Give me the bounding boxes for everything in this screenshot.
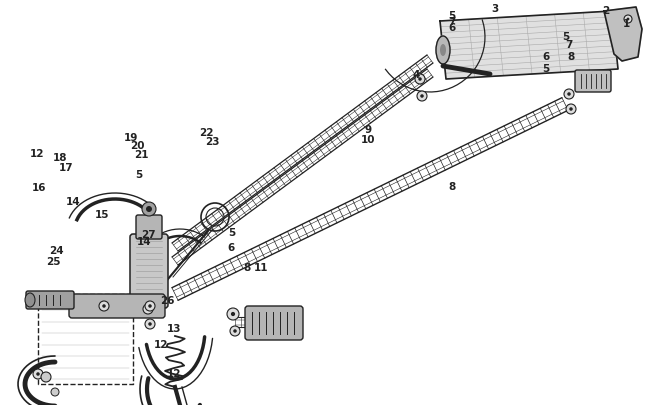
Circle shape <box>627 19 629 21</box>
Circle shape <box>143 304 153 314</box>
Text: 5: 5 <box>227 228 235 238</box>
FancyBboxPatch shape <box>245 306 303 340</box>
Text: 5: 5 <box>562 32 569 41</box>
Text: 5: 5 <box>448 11 456 21</box>
Ellipse shape <box>25 293 35 307</box>
Circle shape <box>102 305 106 308</box>
Circle shape <box>148 322 151 326</box>
Ellipse shape <box>436 37 450 65</box>
Circle shape <box>569 108 573 111</box>
Circle shape <box>564 90 574 100</box>
Text: 6: 6 <box>227 242 235 252</box>
Text: 17: 17 <box>59 163 73 173</box>
Text: 26: 26 <box>161 296 175 305</box>
Text: 11: 11 <box>254 262 268 272</box>
Circle shape <box>33 369 43 379</box>
Circle shape <box>415 75 425 85</box>
Circle shape <box>142 202 156 216</box>
Circle shape <box>418 78 422 81</box>
FancyBboxPatch shape <box>130 234 168 308</box>
Text: 20: 20 <box>131 141 145 151</box>
Text: 18: 18 <box>53 153 67 163</box>
Text: 12: 12 <box>30 149 44 159</box>
Text: 16: 16 <box>32 182 46 192</box>
Circle shape <box>148 305 151 308</box>
Circle shape <box>230 326 240 336</box>
Text: 24: 24 <box>49 245 64 255</box>
Circle shape <box>146 307 150 311</box>
Circle shape <box>145 319 155 329</box>
Text: 22: 22 <box>199 128 213 138</box>
Circle shape <box>231 312 235 316</box>
Text: 12: 12 <box>154 339 168 349</box>
Polygon shape <box>604 8 642 62</box>
Text: 5: 5 <box>135 169 142 179</box>
Text: 21: 21 <box>134 150 148 160</box>
FancyBboxPatch shape <box>575 71 611 93</box>
Text: 6: 6 <box>448 23 456 33</box>
Circle shape <box>41 372 51 382</box>
Circle shape <box>99 301 109 311</box>
Text: 8: 8 <box>567 52 575 62</box>
Text: 19: 19 <box>124 133 138 143</box>
Circle shape <box>227 308 239 320</box>
Text: 7: 7 <box>565 40 573 50</box>
FancyBboxPatch shape <box>26 291 74 309</box>
Circle shape <box>421 95 424 98</box>
Text: 9: 9 <box>365 125 372 134</box>
Text: 27: 27 <box>141 230 155 240</box>
Text: 25: 25 <box>46 256 60 266</box>
Text: 15: 15 <box>95 210 109 220</box>
Text: 3: 3 <box>491 4 499 14</box>
Text: 5: 5 <box>542 64 550 74</box>
Text: 2: 2 <box>602 6 610 16</box>
Circle shape <box>566 105 576 115</box>
Text: 7: 7 <box>448 17 456 27</box>
Circle shape <box>624 16 632 24</box>
Circle shape <box>145 301 155 311</box>
Text: 4: 4 <box>412 70 420 80</box>
Text: 12: 12 <box>167 368 181 377</box>
Text: 13: 13 <box>167 323 181 333</box>
Text: 10: 10 <box>361 135 376 145</box>
Circle shape <box>146 207 152 213</box>
Circle shape <box>51 388 59 396</box>
Text: 8: 8 <box>448 181 456 191</box>
Polygon shape <box>440 12 618 80</box>
Text: 1: 1 <box>622 19 630 29</box>
Text: 6: 6 <box>542 52 550 62</box>
Text: 14: 14 <box>66 197 80 207</box>
FancyBboxPatch shape <box>136 215 162 239</box>
Text: 8: 8 <box>243 262 251 272</box>
Circle shape <box>233 329 237 333</box>
Circle shape <box>567 93 571 96</box>
Text: 23: 23 <box>205 137 220 147</box>
Circle shape <box>36 372 40 376</box>
FancyBboxPatch shape <box>69 294 165 318</box>
Ellipse shape <box>440 45 446 57</box>
Text: 14: 14 <box>137 236 151 246</box>
Circle shape <box>417 92 427 102</box>
